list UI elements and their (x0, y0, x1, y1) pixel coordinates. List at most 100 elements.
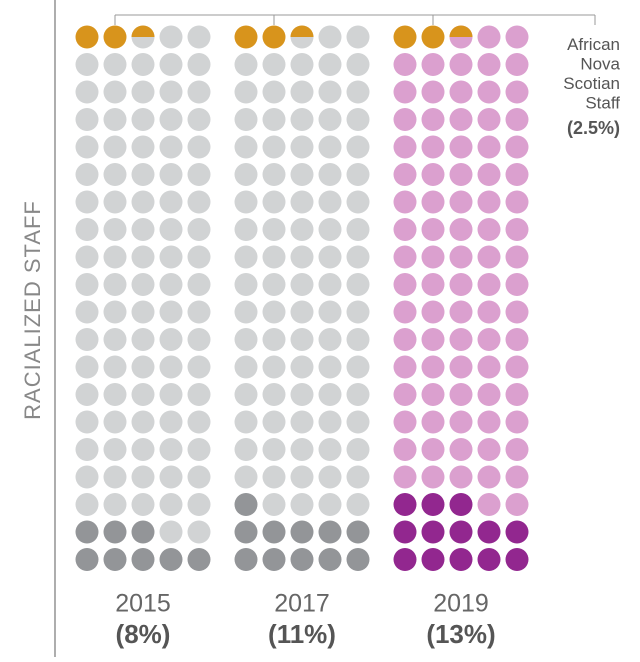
empty-dot (318, 53, 342, 76)
value-dot (421, 493, 445, 516)
highlight-dot (103, 25, 127, 49)
empty-dot (159, 383, 183, 406)
empty-dot (505, 300, 529, 324)
empty-dot (421, 245, 445, 269)
empty-dot (505, 218, 529, 241)
value-dot (290, 520, 314, 544)
empty-dot (103, 410, 127, 434)
empty-dot (234, 108, 258, 131)
empty-dot (103, 190, 127, 214)
empty-dot (290, 53, 314, 76)
empty-dot (290, 135, 314, 159)
value-dot (346, 520, 370, 544)
empty-dot (75, 328, 99, 351)
empty-dot (187, 410, 211, 434)
empty-dot (187, 245, 211, 269)
empty-dot (159, 190, 183, 214)
empty-dot (393, 273, 417, 296)
empty-dot (477, 135, 501, 159)
empty-dot (477, 108, 501, 131)
empty-dot (131, 80, 155, 104)
value-dot (290, 548, 314, 571)
legend-label: African Nova Scotian Staff (563, 35, 620, 113)
empty-dot (393, 438, 417, 461)
empty-dot (346, 80, 370, 104)
empty-dot (449, 300, 473, 324)
empty-dot (103, 300, 127, 324)
empty-dot (75, 135, 99, 159)
empty-dot (346, 53, 370, 76)
empty-dot (318, 493, 342, 516)
legend-line: Nova (580, 55, 620, 74)
empty-dot (346, 190, 370, 214)
empty-dot (159, 108, 183, 131)
empty-dot (290, 218, 314, 241)
empty-dot (159, 438, 183, 461)
empty-dot (477, 328, 501, 351)
empty-dot (346, 383, 370, 406)
empty-dot (159, 465, 183, 489)
empty-dot (449, 80, 473, 104)
empty-dot (75, 300, 99, 324)
value-dot (505, 520, 529, 544)
empty-dot (393, 410, 417, 434)
empty-dot (234, 328, 258, 351)
empty-dot (187, 520, 211, 544)
empty-dot (262, 355, 286, 379)
empty-dot (103, 80, 127, 104)
empty-dot (505, 465, 529, 489)
empty-dot (75, 108, 99, 131)
empty-dot (393, 218, 417, 241)
empty-dot (131, 493, 155, 516)
value-dot (477, 548, 501, 571)
empty-dot (75, 218, 99, 241)
value-dot (131, 520, 155, 544)
empty-dot (290, 465, 314, 489)
value-dot (262, 548, 286, 571)
value-dot (234, 520, 258, 544)
category-label: 2019 (433, 590, 489, 618)
empty-dot (449, 163, 473, 186)
empty-dot (262, 80, 286, 104)
empty-dot (262, 53, 286, 76)
empty-dot (290, 328, 314, 351)
empty-dot (421, 80, 445, 104)
empty-dot (131, 328, 155, 351)
empty-dot (505, 245, 529, 269)
empty-dot (477, 383, 501, 406)
value-dot (75, 548, 99, 571)
value-dot (346, 548, 370, 571)
empty-dot (505, 108, 529, 131)
empty-dot (505, 383, 529, 406)
empty-dot (290, 245, 314, 269)
empty-dot (131, 190, 155, 214)
empty-dot (131, 53, 155, 76)
empty-dot (421, 355, 445, 379)
empty-dot (477, 245, 501, 269)
empty-dot (103, 465, 127, 489)
empty-dot (103, 493, 127, 516)
empty-dot (393, 53, 417, 76)
empty-dot (346, 273, 370, 296)
empty-dot (131, 245, 155, 269)
empty-dot (449, 465, 473, 489)
highlight-dot (393, 25, 417, 49)
empty-dot (262, 273, 286, 296)
empty-dot (449, 438, 473, 461)
highlight-dot-part (131, 25, 155, 37)
empty-dot (318, 108, 342, 131)
empty-dot (318, 410, 342, 434)
empty-dot (290, 273, 314, 296)
empty-dot (187, 218, 211, 241)
empty-dot (290, 383, 314, 406)
empty-dot (346, 108, 370, 131)
empty-dot (449, 108, 473, 131)
empty-dot (103, 245, 127, 269)
empty-dot (421, 328, 445, 351)
empty-dot (449, 410, 473, 434)
value-label: (11%) (268, 619, 336, 649)
empty-dot (187, 328, 211, 351)
empty-dot (187, 438, 211, 461)
empty-dot (421, 300, 445, 324)
empty-dot (234, 245, 258, 269)
